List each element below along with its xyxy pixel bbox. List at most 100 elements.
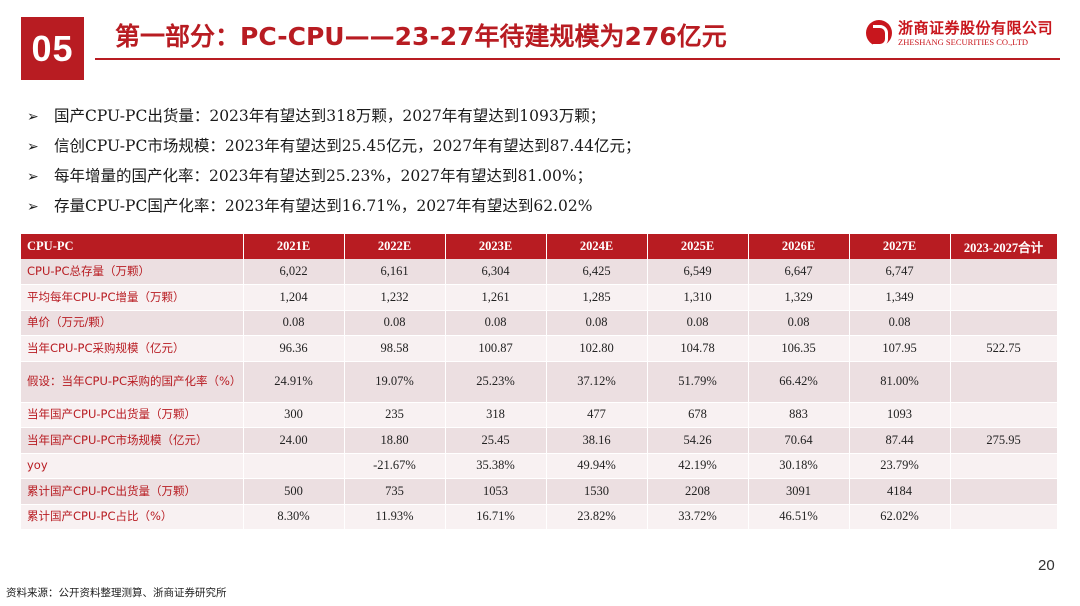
table-cell: 38.16 [546, 427, 648, 454]
table-cell: 87.44 [849, 427, 951, 454]
table-cell: 49.94% [546, 453, 648, 479]
table-row: 当年国产CPU-PC市场规模（亿元） 24.00 18.80 25.45 38.… [21, 427, 1058, 454]
table-cell: 6,304 [445, 259, 547, 285]
table-cell: 678 [647, 402, 749, 428]
table-cell: 30.18% [748, 453, 850, 479]
table-cell [950, 453, 1058, 479]
table-cell: 37.12% [546, 361, 648, 403]
row-label: yoy [21, 453, 244, 479]
table-cell: 35.38% [445, 453, 547, 479]
table-cell: 318 [445, 402, 547, 428]
table-row: 当年国产CPU-PC出货量（万颗） 300 235 318 477 678 88… [21, 402, 1058, 428]
table-cell: 1093 [849, 402, 951, 428]
table-row: 单价（万元/颗） 0.08 0.08 0.08 0.08 0.08 0.08 0… [21, 310, 1058, 336]
table-cell: 1,329 [748, 284, 850, 311]
table-cell: 46.51% [748, 504, 850, 530]
table-cell: 51.79% [647, 361, 749, 403]
logo-name-en: ZHESHANG SECURITIES CO.,LTD [898, 37, 1029, 47]
table-cell: 66.42% [748, 361, 850, 403]
table-header-row: CPU-PC 2021E 2022E 2023E 2024E 2025E 202… [21, 234, 1058, 259]
row-label: 假设：当年CPU-PC采购的国产化率（%） [21, 361, 244, 403]
arrow-bullet-icon: ➢ [27, 139, 39, 155]
table-cell [950, 361, 1058, 403]
table-cell: 0.08 [849, 310, 951, 336]
table-cell: -21.67% [344, 453, 446, 479]
table-cell: 16.71% [445, 504, 547, 530]
table-header-cell: CPU-PC [21, 234, 244, 259]
table-cell: 62.02% [849, 504, 951, 530]
table-cell: 1053 [445, 478, 547, 505]
bullet-text: 每年增量的国产化率：2023年有望达到25.23%，2027年有望达到81.00… [54, 167, 593, 185]
row-label: 累计国产CPU-PC占比（%） [21, 504, 244, 530]
table-cell [950, 504, 1058, 530]
table-cell [950, 310, 1058, 336]
bullet-item: ➢ 信创CPU-PC市场规模：2023年有望达到25.45亿元，2027年有望达到… [27, 131, 1027, 161]
table-cell: 4184 [849, 478, 951, 505]
table-cell [950, 284, 1058, 311]
row-label: 当年国产CPU-PC出货量（万颗） [21, 402, 244, 428]
table-cell: 106.35 [748, 335, 850, 362]
section-number-badge: 05 [21, 17, 84, 80]
table-cell: 1,310 [647, 284, 749, 311]
table-header-cell: 2021E [243, 234, 345, 259]
table-cell: 104.78 [647, 335, 749, 362]
logo-mark-icon [866, 20, 892, 47]
table-cell: 6,022 [243, 259, 345, 285]
table-row: 当年CPU-PC采购规模（亿元） 96.36 98.58 100.87 102.… [21, 335, 1058, 362]
table-row: 平均每年CPU-PC增量（万颗） 1,204 1,232 1,261 1,285… [21, 284, 1058, 311]
table-cell: 6,747 [849, 259, 951, 285]
row-label: 当年CPU-PC采购规模（亿元） [21, 335, 244, 362]
table-cell: 6,549 [647, 259, 749, 285]
page-number: 20 [1038, 557, 1055, 574]
table-cell: 25.23% [445, 361, 547, 403]
table-header-cell: 2025E [647, 234, 749, 259]
title-divider [95, 58, 1060, 60]
table-header-cell: 2024E [546, 234, 648, 259]
row-label: 单价（万元/颗） [21, 310, 244, 336]
table-cell: 235 [344, 402, 446, 428]
table-cell [950, 402, 1058, 428]
table-cell [243, 453, 345, 479]
logo-name-cn: 浙商证券股份有限公司 [898, 19, 1054, 37]
table-cell: 0.08 [546, 310, 648, 336]
arrow-bullet-icon: ➢ [27, 199, 39, 215]
table-cell: 1,232 [344, 284, 446, 311]
bullet-item: ➢ 每年增量的国产化率：2023年有望达到25.23%，2027年有望达到81.0… [27, 161, 1027, 191]
arrow-bullet-icon: ➢ [27, 109, 39, 125]
table-header-cell: 2023E [445, 234, 547, 259]
table-cell: 96.36 [243, 335, 345, 362]
table-cell: 1,349 [849, 284, 951, 311]
table-cell: 1530 [546, 478, 648, 505]
table-cell: 735 [344, 478, 446, 505]
table-cell: 3091 [748, 478, 850, 505]
row-label: 平均每年CPU-PC增量（万颗） [21, 284, 244, 311]
table-cell: 8.30% [243, 504, 345, 530]
table-row: 累计国产CPU-PC占比（%） 8.30% 11.93% 16.71% 23.8… [21, 504, 1058, 530]
table-cell: 102.80 [546, 335, 648, 362]
slide-title: 第一部分：PC-CPU——23-27年待建规模为276亿元 [115, 22, 727, 51]
bullet-list: ➢ 国产CPU-PC出货量：2023年有望达到318万颗，2027年有望达到109… [27, 101, 1027, 221]
bullet-text: 国产CPU-PC出货量：2023年有望达到318万颗，2027年有望达到1093… [54, 107, 606, 125]
table-cell: 81.00% [849, 361, 951, 403]
table-header-cell: 2026E [748, 234, 850, 259]
cpu-pc-forecast-table: CPU-PC 2021E 2022E 2023E 2024E 2025E 202… [21, 234, 1058, 530]
table-cell: 500 [243, 478, 345, 505]
table-cell: 23.79% [849, 453, 951, 479]
table-cell: 0.08 [344, 310, 446, 336]
table-cell: 275.95 [950, 427, 1058, 454]
bullet-item: ➢ 国产CPU-PC出货量：2023年有望达到318万颗，2027年有望达到109… [27, 101, 1027, 131]
table-header-cell: 2022E [344, 234, 446, 259]
table-cell: 54.26 [647, 427, 749, 454]
table-cell: 11.93% [344, 504, 446, 530]
table-cell [950, 259, 1058, 285]
table-cell: 522.75 [950, 335, 1058, 362]
source-note: 资料来源：公开资料整理测算、浙商证券研究所 [6, 587, 227, 599]
table-cell: 0.08 [243, 310, 345, 336]
table-header-cell: 2023-2027合计 [950, 234, 1058, 259]
table-cell: 1,204 [243, 284, 345, 311]
table-cell: 70.64 [748, 427, 850, 454]
table-row: yoy -21.67% 35.38% 49.94% 42.19% 30.18% … [21, 453, 1058, 479]
table-cell: 477 [546, 402, 648, 428]
table-row: CPU-PC总存量（万颗） 6,022 6,161 6,304 6,425 6,… [21, 259, 1058, 285]
table-cell: 107.95 [849, 335, 951, 362]
